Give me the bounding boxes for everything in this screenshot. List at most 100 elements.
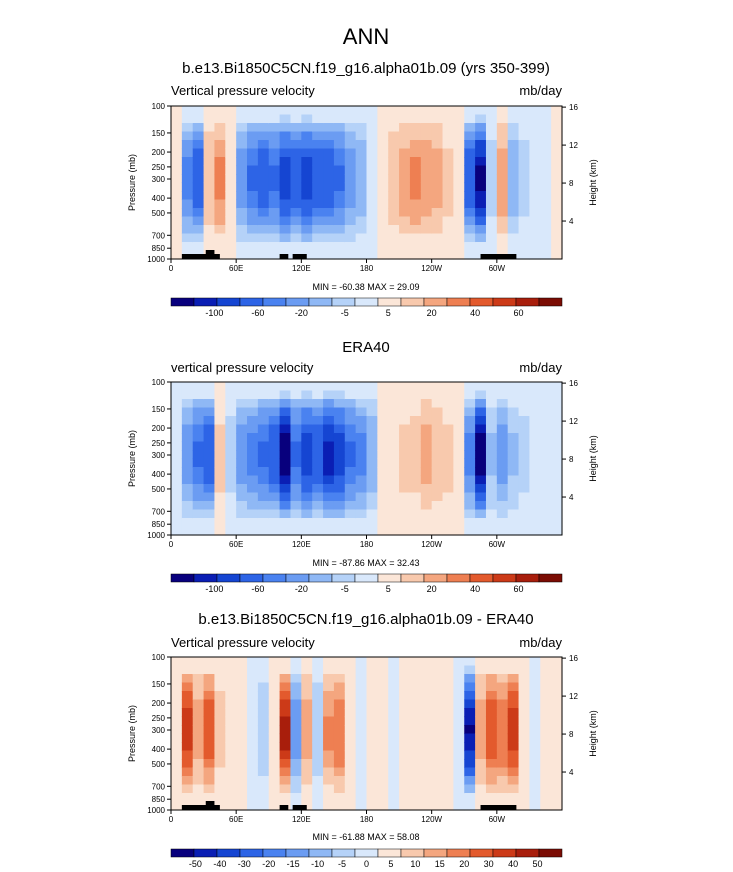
land-mask <box>292 805 307 810</box>
heat-cell <box>442 750 454 760</box>
heat-cell <box>214 225 226 235</box>
heat-cell <box>203 140 216 150</box>
heat-cell <box>540 199 552 209</box>
heat-cell <box>377 467 389 477</box>
heat-cell <box>268 216 281 226</box>
heat-cell <box>475 665 487 675</box>
heat-cell <box>236 657 248 667</box>
heat-cell <box>279 123 292 133</box>
heat-cell <box>279 759 292 769</box>
heat-cell <box>377 475 389 485</box>
heat-cell <box>540 416 552 426</box>
heat-cell <box>453 699 465 709</box>
heat-cell <box>257 509 270 519</box>
x-tick-label: 60E <box>229 264 243 273</box>
heat-cell <box>333 148 346 158</box>
heat-cell <box>496 399 509 409</box>
heat-cell <box>323 114 335 124</box>
heat-cell <box>409 725 422 735</box>
heat-cell <box>247 225 259 235</box>
heat-cell <box>257 233 270 243</box>
heat-cell <box>496 174 509 184</box>
heat-cell <box>496 776 509 786</box>
heat-cell <box>399 424 411 434</box>
heat-cell <box>377 691 389 701</box>
heat-cell <box>312 750 324 760</box>
heat-cell <box>171 106 183 116</box>
heat-cell <box>214 759 226 769</box>
heat-cell <box>442 691 454 701</box>
heat-cell <box>268 123 281 133</box>
heat-cell <box>344 674 357 684</box>
heat-cell <box>366 157 378 167</box>
heat-cell <box>485 725 498 735</box>
heat-cell <box>355 750 368 760</box>
heat-cell <box>431 250 444 260</box>
heat-cell <box>192 114 205 124</box>
x-tick-label: 120E <box>292 264 311 273</box>
heat-cell <box>225 208 237 218</box>
heat-cell <box>464 699 476 709</box>
heat-cell <box>540 492 552 502</box>
heat-cell <box>399 784 411 794</box>
heat-cell <box>399 467 411 477</box>
heat-cell <box>420 233 433 243</box>
heat-cell <box>171 767 183 777</box>
heat-cell <box>409 801 422 811</box>
colorbar-box <box>400 573 425 583</box>
heat-cell <box>344 776 357 786</box>
heat-cell <box>279 682 292 692</box>
heat-cell <box>171 501 183 511</box>
heat-cell <box>171 182 183 192</box>
heat-cell <box>257 399 270 409</box>
heat-cell <box>247 475 259 485</box>
heat-cell <box>257 801 270 811</box>
heat-cell <box>366 501 378 511</box>
heat-cell <box>420 191 433 201</box>
heat-cell <box>192 441 205 451</box>
heat-cell <box>507 390 520 400</box>
heat-cell <box>323 708 335 718</box>
heat-cell <box>333 484 346 494</box>
heat-cell <box>192 759 205 769</box>
heat-cell <box>409 382 422 392</box>
heat-cell <box>420 390 433 400</box>
heat-cell <box>496 416 509 426</box>
heat-cell <box>496 742 509 752</box>
heat-cell <box>551 450 563 460</box>
heat-cell <box>453 691 465 701</box>
x-tick-label: 60W <box>489 815 506 824</box>
heat-cell <box>225 708 237 718</box>
heat-cell <box>192 233 205 243</box>
heat-cell <box>529 776 541 786</box>
heat-cell <box>236 390 248 400</box>
heat-cell <box>268 450 281 460</box>
heat-cell <box>551 148 563 158</box>
heat-cell <box>236 114 248 124</box>
heat-cell <box>366 665 378 675</box>
heat-cell <box>431 450 444 460</box>
heat-cell <box>442 767 454 777</box>
heat-cell <box>388 674 400 684</box>
heat-cell <box>551 784 563 794</box>
heat-cell <box>225 174 237 184</box>
heat-cell <box>214 784 226 794</box>
heat-cell <box>399 182 411 192</box>
heat-cell <box>192 174 205 184</box>
heat-cell <box>453 682 465 692</box>
heat-cell <box>518 424 531 434</box>
heat-cell <box>551 424 563 434</box>
heat-cell <box>203 199 216 209</box>
heat-cell <box>203 225 216 235</box>
heat-cell <box>214 416 226 426</box>
heat-cell <box>236 501 248 511</box>
heat-cell <box>181 784 194 794</box>
heat-cell <box>431 699 444 709</box>
heat-cell <box>333 250 346 260</box>
heat-cell <box>214 182 226 192</box>
heat-cell <box>355 708 368 718</box>
heat-cell <box>529 450 541 460</box>
heat-cell <box>453 174 465 184</box>
heatmap-difference: 0 60E 120E 180 120W 60W1001502002503004005007… <box>127 653 598 824</box>
x-tick-label: 120E <box>292 540 311 549</box>
